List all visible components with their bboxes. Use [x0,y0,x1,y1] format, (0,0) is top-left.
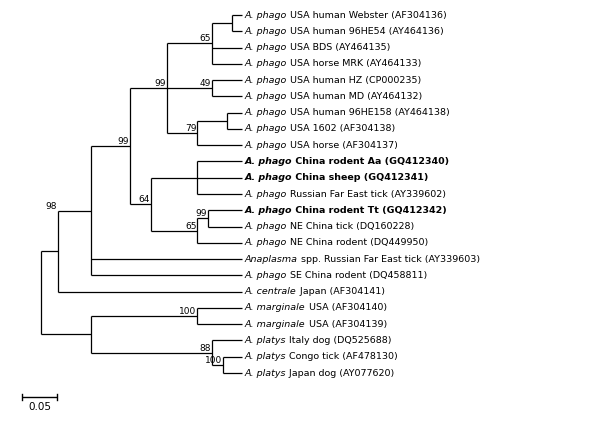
Text: 99: 99 [154,79,166,88]
Text: 99: 99 [196,209,207,218]
Text: 64: 64 [139,195,150,204]
Text: China sheep (GQ412341): China sheep (GQ412341) [293,173,429,182]
Text: USA 1602 (AF304138): USA 1602 (AF304138) [287,124,395,133]
Text: Anaplasma: Anaplasma [245,255,298,264]
Text: A. marginale: A. marginale [245,320,305,329]
Text: A. phago: A. phago [245,108,287,117]
Text: USA human 96HE158 (AY464138): USA human 96HE158 (AY464138) [287,108,450,117]
Text: A. phago: A. phago [245,206,293,215]
Text: USA human 96HE54 (AY464136): USA human 96HE54 (AY464136) [287,27,444,36]
Text: A. phago: A. phago [245,43,287,52]
Text: A. platys: A. platys [245,352,287,361]
Text: A. platys: A. platys [245,368,287,377]
Text: A. phago: A. phago [245,27,287,36]
Text: 65: 65 [200,35,211,44]
Text: spp. Russian Far East tick (AY339603): spp. Russian Far East tick (AY339603) [298,255,480,264]
Text: USA horse (AF304137): USA horse (AF304137) [287,141,398,150]
Text: NE China tick (DQ160228): NE China tick (DQ160228) [287,222,415,231]
Text: NE China rodent (DQ449950): NE China rodent (DQ449950) [287,238,428,247]
Text: A. phago: A. phago [245,141,287,150]
Text: 99: 99 [117,137,128,146]
Text: USA human Webster (AF304136): USA human Webster (AF304136) [287,11,447,19]
Text: 100: 100 [179,307,196,316]
Text: USA human MD (AY464132): USA human MD (AY464132) [287,92,422,101]
Text: A. phago: A. phago [245,222,287,231]
Text: A. platys: A. platys [245,336,287,345]
Text: Congo tick (AF478130): Congo tick (AF478130) [287,352,398,361]
Text: Japan (AF304141): Japan (AF304141) [297,287,385,296]
Text: A. phago: A. phago [245,11,287,19]
Text: USA (AF304139): USA (AF304139) [305,320,387,329]
Text: A. marginale: A. marginale [245,303,305,313]
Text: A. phago: A. phago [245,92,287,101]
Text: A. phago: A. phago [245,173,293,182]
Text: USA human HZ (CP000235): USA human HZ (CP000235) [287,76,422,85]
Text: Russian Far East tick (AY339602): Russian Far East tick (AY339602) [287,190,446,198]
Text: USA BDS (AY464135): USA BDS (AY464135) [287,43,391,52]
Text: A. centrale: A. centrale [245,287,297,296]
Text: Italy dog (DQ525688): Italy dog (DQ525688) [287,336,392,345]
Text: A. phago: A. phago [245,157,293,166]
Text: China rodent Aa (GQ412340): China rodent Aa (GQ412340) [293,157,449,166]
Text: China rodent Tt (GQ412342): China rodent Tt (GQ412342) [293,206,447,215]
Text: A. phago: A. phago [245,238,287,247]
Text: 100: 100 [205,356,222,365]
Text: SE China rodent (DQ458811): SE China rodent (DQ458811) [287,271,428,280]
Text: 49: 49 [200,79,211,88]
Text: 79: 79 [185,124,196,133]
Text: USA (AF304140): USA (AF304140) [305,303,387,313]
Text: Japan dog (AY077620): Japan dog (AY077620) [287,368,395,377]
Text: A. phago: A. phago [245,190,287,198]
Text: 65: 65 [185,222,196,231]
Text: 0.05: 0.05 [28,402,51,412]
Text: A. phago: A. phago [245,271,287,280]
Text: A. phago: A. phago [245,76,287,85]
Text: A. phago: A. phago [245,59,287,69]
Text: A. phago: A. phago [245,124,287,133]
Text: USA horse MRK (AY464133): USA horse MRK (AY464133) [287,59,422,69]
Text: 98: 98 [45,202,56,211]
Text: 88: 88 [200,343,211,353]
